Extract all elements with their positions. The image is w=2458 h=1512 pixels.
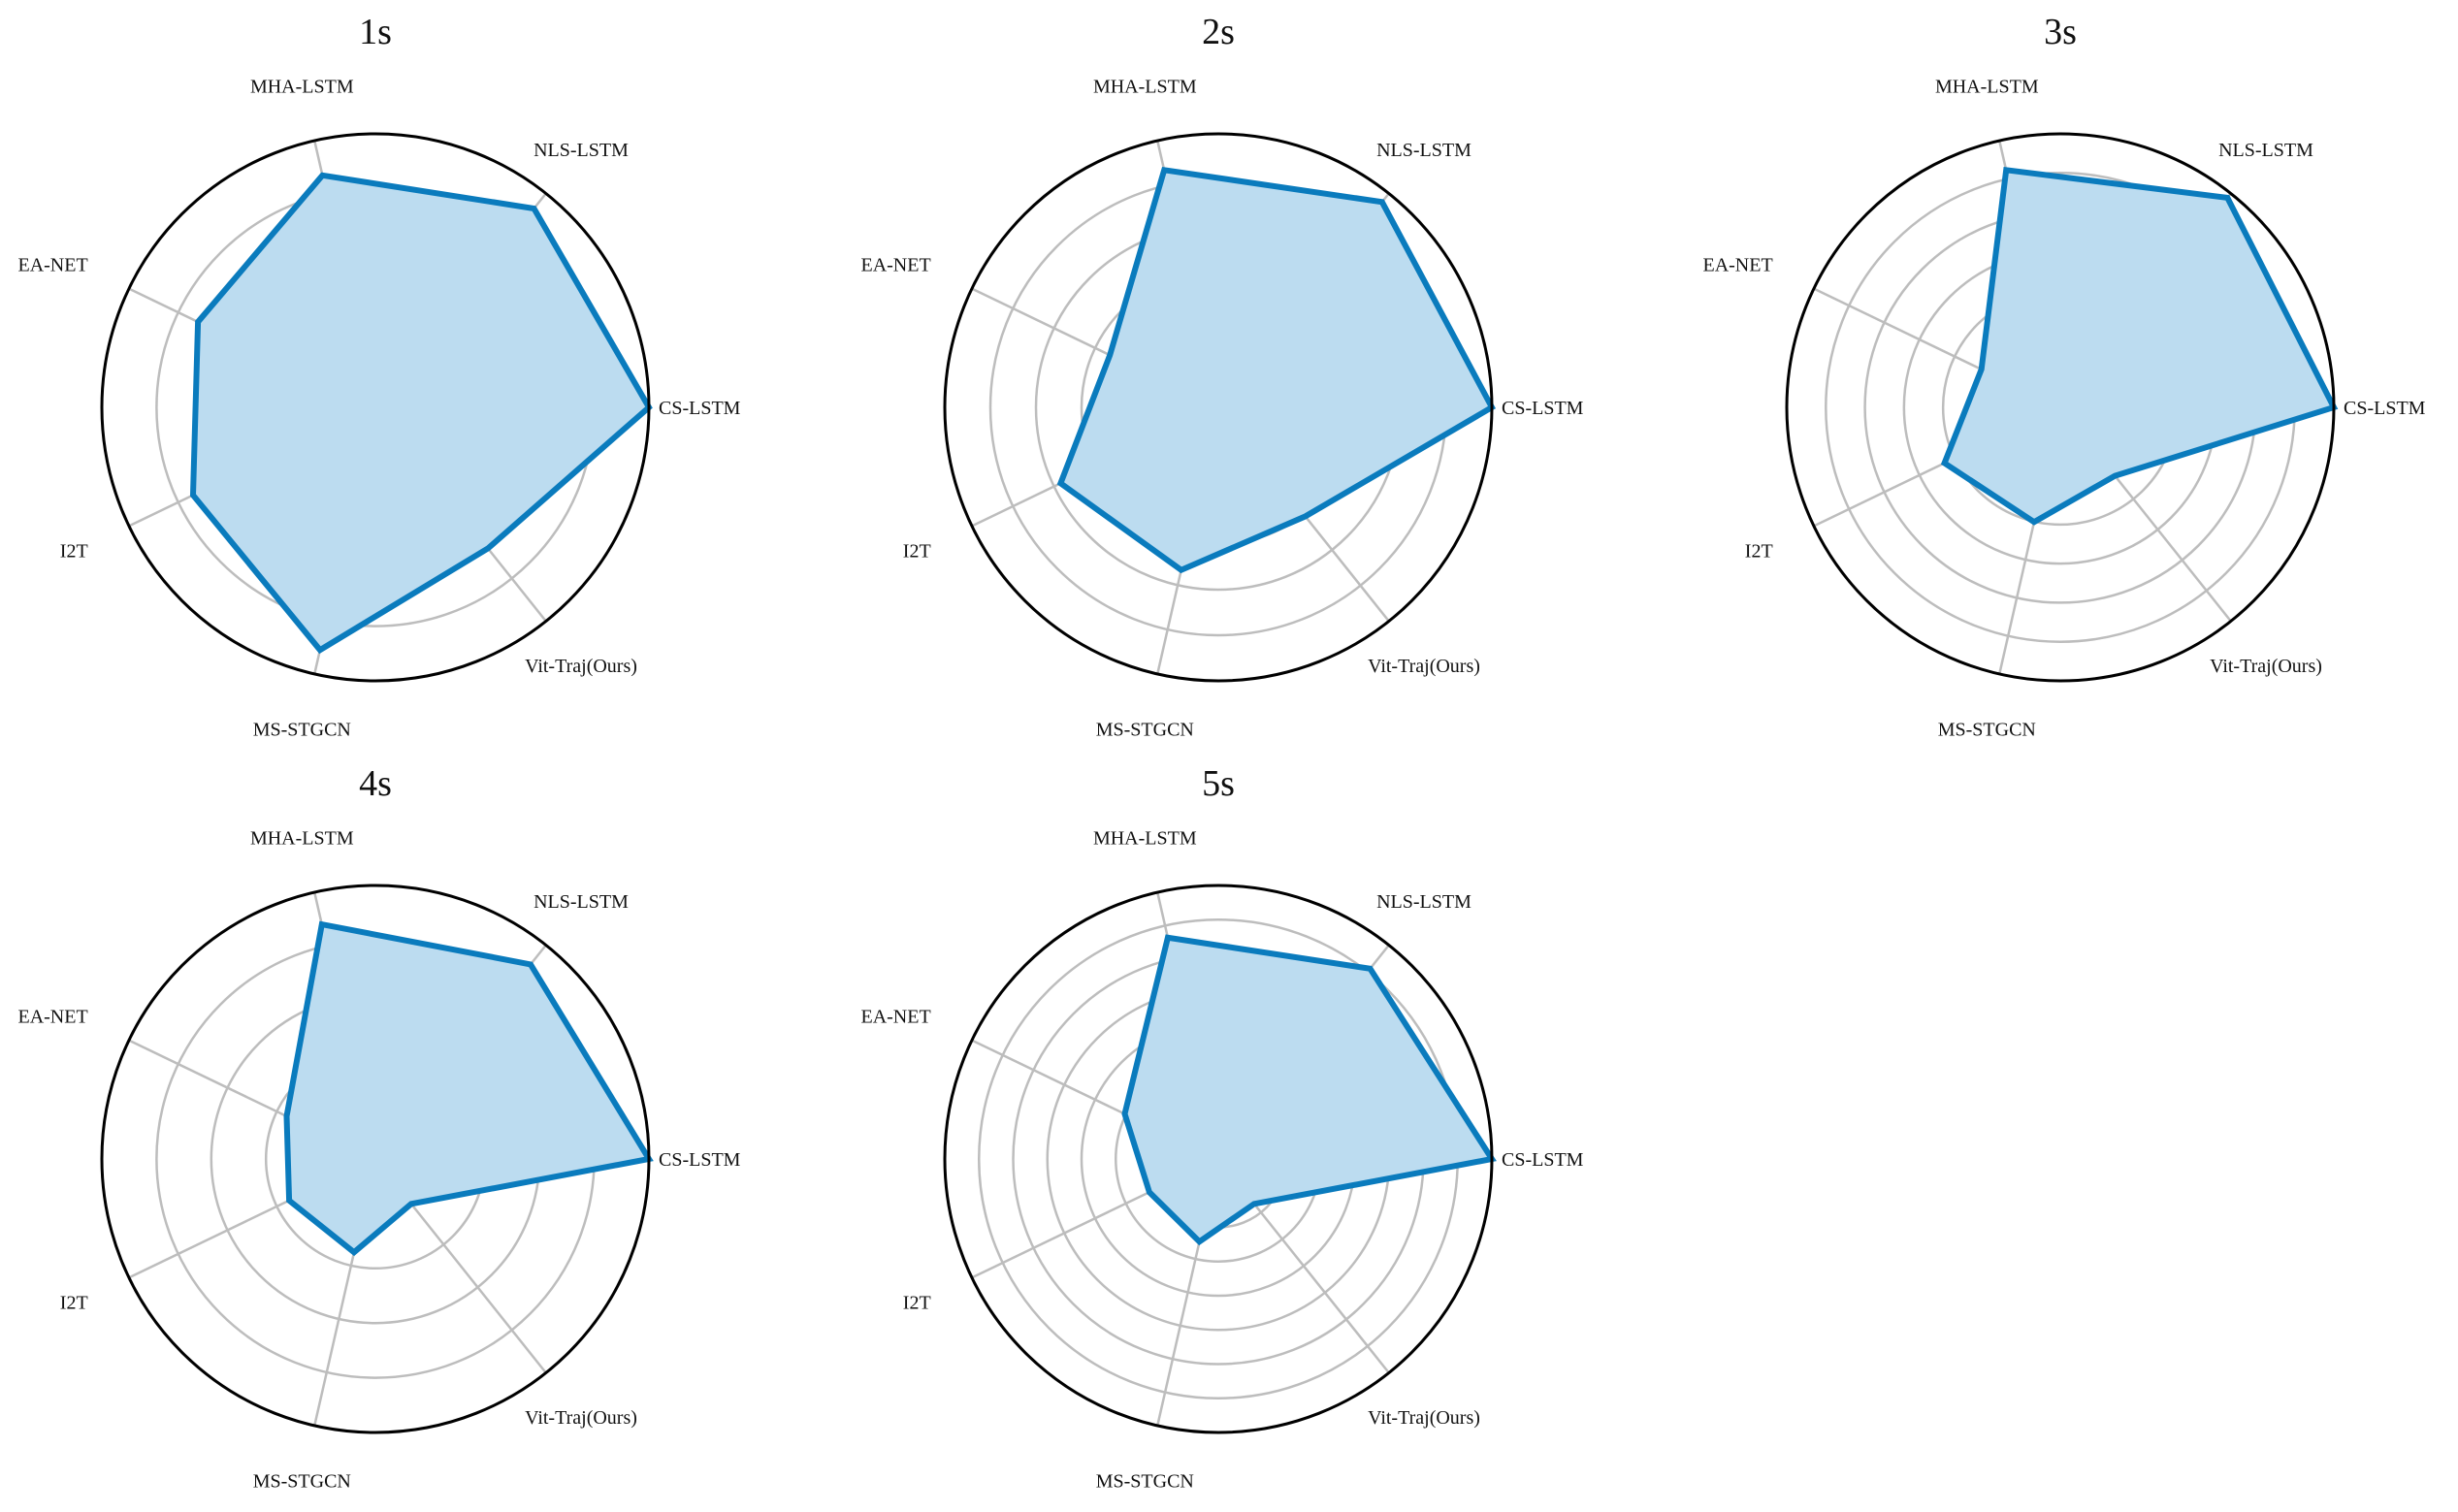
data-point-vit-traj-ours [2114,475,2116,477]
data-point-i2t [1944,463,1946,464]
axis-label-vit-traj-ours: Vit-Traj(Ours) [525,1407,637,1429]
axis-label-i2t: I2T [1745,541,1773,563]
outer-frame [943,884,1494,1434]
data-point-nls-lstm [1370,968,1371,970]
axis-label-vit-traj-ours: Vit-Traj(Ours) [2210,656,2322,677]
axis-label-ea-net: EA-NET [17,255,87,276]
axis-label-cs-lstm: CS-LSTM [1502,1149,1584,1171]
series-polygon-rmse [1940,166,2339,526]
axis-label-ms-stgcn: MS-STGCN [1096,1471,1194,1493]
axis-label-ea-net: EA-NET [860,255,930,276]
axis-label-mha-lstm: MHA-LSTM [1093,828,1197,850]
radar-panel-5s: CS-LSTM NLS-LSTM MHA-LSTM EA-NET I2T MS-STGCN… [860,763,1583,1493]
axis-label-ea-net: EA-NET [1702,255,1772,276]
data-point-nls-lstm [2226,197,2228,199]
radar-panel-1s: CS-LSTM NLS-LSTM MHA-LSTM EA-NET I2T MS-STGCN… [17,12,740,741]
axis-label-vit-traj-ours: Vit-Traj(Ours) [525,656,637,677]
data-point-ms-stgcn [1199,1240,1200,1242]
data-point-i2t [288,1200,290,1202]
axis-label-vit-traj-ours: Vit-Traj(Ours) [1368,1407,1480,1429]
axis-label-cs-lstm: CS-LSTM [659,398,741,419]
axis-label-nls-lstm: NLS-LSTM [534,140,629,161]
axis-label-cs-lstm: CS-LSTM [1502,398,1584,419]
data-point-i2t [1059,482,1061,484]
axis-label-ms-stgcn: MS-STGCN [1938,720,2036,741]
axis-label-nls-lstm: NLS-LSTM [1376,891,1472,913]
chart-title: 5s [1202,763,1235,804]
data-point-ea-net [197,321,199,323]
series-polygon-rmse [189,172,653,655]
axis-label-mha-lstm: MHA-LSTM [1093,77,1197,98]
axis-label-nls-lstm: NLS-LSTM [1376,140,1472,161]
radar-panel-3s: CS-LSTM NLS-LSTM MHA-LSTM EA-NET I2T MS-STGCN… [1702,12,2425,741]
axis-label-i2t: I2T [60,541,88,563]
data-point-nls-lstm [530,963,532,965]
axis-label-vit-traj-ours: Vit-Traj(Ours) [1368,656,1480,677]
outer-frame [1785,132,2336,683]
outer-frame [100,132,651,683]
data-point-ms-stgcn [1180,569,1182,571]
data-point-vit-traj-ours [1253,1203,1255,1205]
series-polygon-rmse [1121,934,1497,1246]
data-point-ea-net [1109,354,1111,356]
axis-label-mha-lstm: MHA-LSTM [250,828,354,850]
data-point-mha-lstm [321,923,323,925]
data-point-ms-stgcn [353,1251,355,1253]
chart-title: 3s [2044,12,2077,52]
axis-label-cs-lstm: CS-LSTM [2344,398,2426,419]
data-point-nls-lstm [1381,201,1383,203]
series-polygon-rmse [283,920,654,1257]
data-point-ms-stgcn [2033,521,2035,523]
data-point-ea-net [1124,1113,1125,1114]
data-point-i2t [192,495,194,496]
axis-label-ea-net: EA-NET [17,1007,87,1028]
radar-panel-4s: CS-LSTM NLS-LSTM MHA-LSTM EA-NET I2T MS-STGCN… [17,763,740,1493]
axis-label-nls-lstm: NLS-LSTM [2218,140,2313,161]
data-point-vit-traj-ours [487,548,489,549]
data-point-mha-lstm [1167,937,1169,939]
chart-title: 2s [1202,12,1235,52]
radar-panel-2s: CS-LSTM NLS-LSTM MHA-LSTM EA-NET I2T MS-STGCN… [860,12,1583,741]
data-point-vit-traj-ours [410,1203,412,1205]
data-point-ea-net [1981,369,1983,370]
series-polygon-rmse [1056,166,1497,574]
data-point-vit-traj-ours [1305,515,1307,517]
chart-title: 4s [359,763,392,804]
data-point-mha-lstm [2005,169,2007,171]
axis-label-mha-lstm: MHA-LSTM [1935,77,2039,98]
data-point-mha-lstm [321,175,323,177]
axis-label-ea-net: EA-NET [860,1007,930,1028]
axis-label-mha-lstm: MHA-LSTM [250,77,354,98]
data-point-mha-lstm [1163,169,1165,171]
data-point-i2t [1148,1191,1150,1193]
outer-frame [943,132,1494,683]
axis-label-cs-lstm: CS-LSTM [659,1149,741,1171]
axis-label-ms-stgcn: MS-STGCN [253,720,351,741]
data-point-ea-net [286,1115,287,1117]
axis-label-i2t: I2T [60,1293,88,1314]
data-point-ms-stgcn [319,649,321,651]
axis-label-ms-stgcn: MS-STGCN [1096,720,1194,741]
axis-label-ms-stgcn: MS-STGCN [253,1471,351,1493]
chart-title: 1s [359,12,392,52]
outer-frame [100,884,651,1434]
axis-label-i2t: I2T [903,1293,931,1314]
axis-label-i2t: I2T [903,541,931,563]
axis-label-nls-lstm: NLS-LSTM [534,891,629,913]
